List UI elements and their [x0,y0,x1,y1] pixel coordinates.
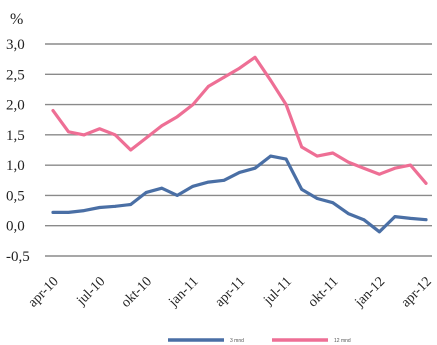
data-point [331,201,335,205]
x-tick-label: jan-11 [165,274,201,310]
series-line-1 [51,154,428,234]
data-point [393,166,397,170]
x-tick-label: okt-11 [305,274,341,310]
x-tick-label: jul-10 [73,274,108,309]
y-tick-label: 1,0 [6,158,25,174]
legend: 3 mnd 12 mnd [168,338,351,344]
data-point [377,230,381,234]
data-point [67,210,70,214]
data-point [315,154,319,158]
y-axis-unit-label: % [10,11,23,28]
data-point [222,178,226,182]
x-tick-label: apr-11 [212,274,248,310]
data-point [160,124,164,128]
data-point [269,154,272,158]
y-tick-label: 0,0 [6,219,25,235]
x-tick-label: apr-12 [399,274,435,310]
data-point [300,145,304,149]
data-point [269,78,272,82]
x-tick-label: jan-12 [352,274,389,311]
data-point [207,180,210,184]
data-point [409,217,412,220]
data-point [129,203,133,206]
data-point [191,184,195,188]
data-point [238,66,241,70]
y-tick-label: -0,5 [6,249,30,265]
y-tick-label: 2,0 [6,98,25,114]
data-point [238,171,241,174]
data-point [377,172,381,176]
data-point [82,133,86,137]
data-point [315,197,319,200]
legend-label-2: 12 mnd [334,338,351,344]
data-point [207,85,210,88]
data-point [144,136,148,140]
legend-label-1: 3 mnd [230,338,244,344]
data-point [346,212,350,216]
data-point [424,218,428,222]
data-point [160,186,164,190]
data-point [51,210,55,214]
x-tick-label: jul-11 [260,274,295,309]
data-point [51,109,55,113]
data-point [362,218,366,222]
data-point [346,160,350,164]
data-point [300,187,304,191]
data-point [67,130,70,134]
data-point [393,215,397,219]
data-point [175,194,179,197]
data-point [284,103,288,106]
data-point [253,166,257,170]
data-point [98,127,102,131]
y-tick-label: 1,5 [6,128,25,144]
data-point [362,166,366,170]
data-point [98,206,102,209]
data-point [424,181,428,185]
x-tick-label: apr-10 [26,274,62,310]
data-point [331,151,335,155]
y-tick-label: 3,0 [6,37,25,53]
series-line-2 [51,55,428,185]
gridlines [45,43,432,257]
data-point [113,133,117,137]
data-point [409,163,412,167]
data-point [82,209,86,212]
y-axis-ticks: -0,5 0,0 0,5 1,0 1,5 2,0 2,5 3,0 [6,37,30,265]
data-point [222,75,226,79]
data-point [113,204,117,208]
series-lines [51,55,428,234]
data-point [284,157,288,161]
data-point [129,148,133,152]
y-tick-label: 2,5 [6,67,25,83]
data-point [144,191,148,194]
data-point [191,103,195,106]
data-point [175,115,179,119]
y-tick-label: 0,5 [6,188,25,204]
x-axis-ticks: apr-10 jul-10 okt-10 jan-11 apr-11 jul-11 okt-… [26,274,435,311]
x-tick-label: okt-10 [119,274,155,310]
data-point [253,55,257,59]
